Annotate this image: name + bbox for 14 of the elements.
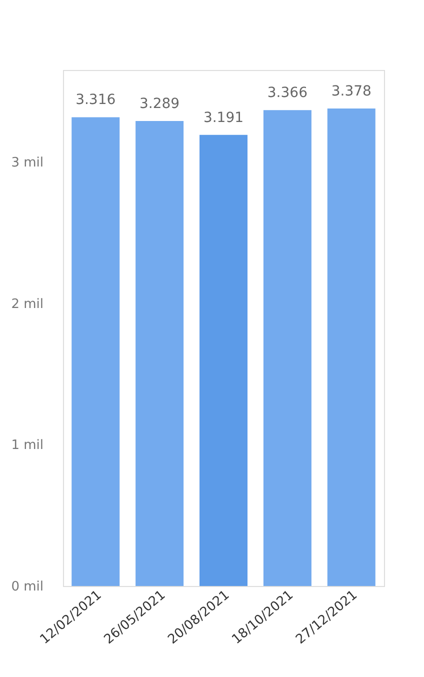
bar: [136, 121, 184, 586]
data-label: 3.378: [331, 83, 372, 100]
data-label: 3.366: [267, 85, 308, 102]
data-label: 3.316: [76, 92, 116, 108]
data-label: 3.289: [140, 96, 180, 112]
y-tick-label: 0 mil: [11, 580, 44, 594]
bar: [72, 117, 120, 586]
y-tick-label: 2 mil: [11, 296, 44, 312]
bar: [263, 110, 312, 586]
data-label: 3.191: [203, 110, 244, 126]
bar: [327, 108, 376, 586]
y-tick-label: 3 mil: [11, 155, 44, 170]
bar: [200, 134, 248, 586]
y-tick-label: 1 mil: [11, 438, 44, 454]
